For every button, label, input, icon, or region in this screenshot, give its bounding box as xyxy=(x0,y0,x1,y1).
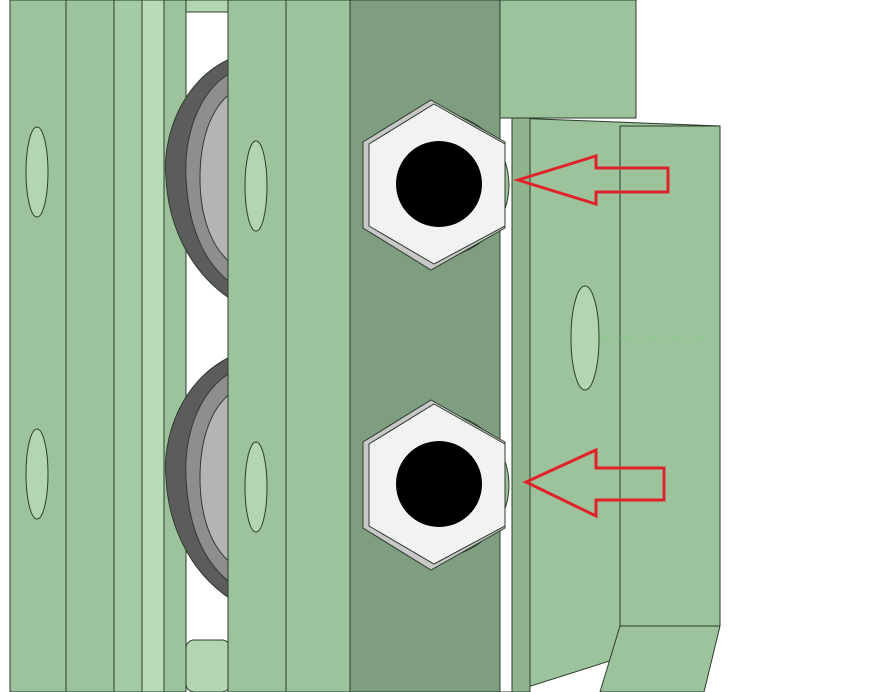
slot-hole-left-upper xyxy=(25,126,49,218)
arrow-pointing-upper-nut xyxy=(512,153,670,207)
slot-hole-carriage-upper xyxy=(244,140,268,232)
slot-hole-left-lower xyxy=(25,428,49,520)
top-block xyxy=(499,0,637,119)
lower-v-wheel xyxy=(164,355,233,601)
upper-hex-nut xyxy=(362,99,510,271)
slot-hole-carriage-lower xyxy=(244,441,268,533)
upper-nut-bore xyxy=(396,141,482,227)
left-frame-plate xyxy=(9,0,115,692)
lower-nut-bore xyxy=(396,441,482,527)
slot-hole-bracket xyxy=(570,285,600,391)
right-bracket xyxy=(511,117,721,692)
lower-hex-nut xyxy=(362,399,510,571)
carriage-plate xyxy=(227,0,351,692)
arrow-pointing-lower-nut xyxy=(522,447,666,519)
upper-v-wheel xyxy=(164,57,233,301)
